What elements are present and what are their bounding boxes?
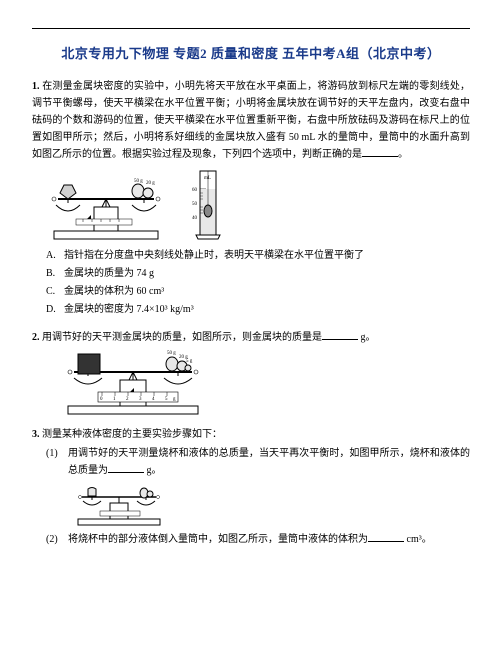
balance-figure-3	[74, 483, 164, 527]
w5: 5 g	[186, 359, 193, 364]
q3-s1-text: 用调节好的天平测量烧杯和液体的总质量，当天平再次平衡时，如图甲所示，烧杯和液体的…	[68, 445, 470, 479]
q2-text: 用调节好的天平测金属块的质量，如图所示，则金属块的质量是	[42, 332, 322, 343]
question-1: 1. 在测量金属块密度的实验中，小明先将天平放在水平桌面上，将游码放到标尺左端的…	[32, 78, 470, 319]
q2-unit: g。	[361, 332, 376, 343]
choice-a-text: 指针指在分度盘中央刻线处静止时，表明天平横梁在水平位置平衡了	[64, 247, 364, 265]
horizontal-rule	[32, 28, 470, 29]
q3-s2-text: 将烧杯中的部分液体倒入量筒中，如图乙所示，量筒中液体的体积为 cm³。	[68, 531, 470, 548]
cylinder-figure-1: mL 60 50 40	[190, 169, 226, 241]
q2-blank	[322, 330, 358, 340]
choice-c: C.金属块的体积为 60 cm³	[46, 283, 470, 301]
cyl-50: 50	[192, 202, 198, 207]
q2-body: 2. 用调节好的天平测金属块的质量，如图所示，则金属块的质量是 g。	[32, 329, 470, 346]
q3-s2-unit: cm³。	[407, 534, 432, 545]
q3-sub1: (1) 用调节好的天平测量烧杯和液体的总质量，当天平再次平衡时，如图甲所示，烧杯…	[32, 445, 470, 527]
choice-d: D.金属块的密度为 7.4×10³ kg/m³	[46, 301, 470, 319]
choice-c-text: 金属块的体积为 60 cm³	[64, 283, 164, 301]
q3-num: 3.	[32, 429, 40, 440]
q1-figures: 50 g 20 g mL 60 50 40	[46, 169, 470, 241]
q1-choices: A.指针指在分度盘中央刻线处静止时，表明天平横梁在水平位置平衡了 B.金属块的质…	[32, 247, 470, 319]
choice-b: B.金属块的质量为 74 g	[46, 265, 470, 283]
q3-s1-num: (1)	[46, 445, 68, 479]
choice-b-text: 金属块的质量为 74 g	[64, 265, 154, 283]
page-title: 北京专用九下物理 专题2 质量和密度 五年中考A组（北京中考）	[32, 43, 470, 62]
q3-sub2: (2) 将烧杯中的部分液体倒入量筒中，如图乙所示，量筒中液体的体积为 cm³。	[32, 531, 470, 548]
q3-s2-blank	[368, 532, 404, 542]
q3-body: 3. 测量某种液体密度的主要实验步骤如下：	[32, 426, 470, 443]
w50: 50 g	[167, 351, 176, 356]
question-2: 2. 用调节好的天平测金属块的质量，如图所示，则金属块的质量是 g。 50 g …	[32, 329, 470, 416]
weight-20-label: 20 g	[146, 181, 155, 186]
balance-figure-2: 50 g 20 g 5 g 0 1 2 3 4 5 g	[60, 350, 210, 416]
q3-s2-body: 将烧杯中的部分液体倒入量筒中，如图乙所示，量筒中液体的体积为	[68, 534, 368, 545]
q1-text: 在测量金属块密度的实验中，小明先将天平放在水平桌面上，将游码放到标尺左端的零刻线…	[32, 81, 470, 160]
q1-body: 1. 在测量金属块密度的实验中，小明先将天平放在水平桌面上，将游码放到标尺左端的…	[32, 78, 470, 163]
q3-s1-figure-wrap	[74, 483, 470, 527]
q1-num: 1.	[32, 81, 40, 92]
choice-d-text: 金属块的密度为 7.4×10³ kg/m³	[64, 301, 194, 319]
q2-figure-wrap: 50 g 20 g 5 g 0 1 2 3 4 5 g	[60, 350, 470, 416]
cyl-60: 60	[192, 188, 198, 193]
cyl-ml-label: mL	[204, 176, 211, 181]
q3-s1-unit: g。	[147, 465, 162, 476]
question-3: 3. 测量某种液体密度的主要实验步骤如下： (1) 用调节好的天平测量烧杯和液体…	[32, 426, 470, 548]
q3-s2-num: (2)	[46, 531, 68, 548]
cyl-40: 40	[192, 216, 198, 221]
weight-50-label: 50 g	[134, 179, 143, 184]
q3-text: 测量某种液体密度的主要实验步骤如下：	[42, 429, 222, 440]
q1-blank	[362, 147, 398, 157]
q2-num: 2.	[32, 332, 40, 343]
q3-s1-blank	[108, 463, 144, 473]
choice-a: A.指针指在分度盘中央刻线处静止时，表明天平横梁在水平位置平衡了	[46, 247, 470, 265]
balance-figure-1: 50 g 20 g	[46, 177, 166, 241]
